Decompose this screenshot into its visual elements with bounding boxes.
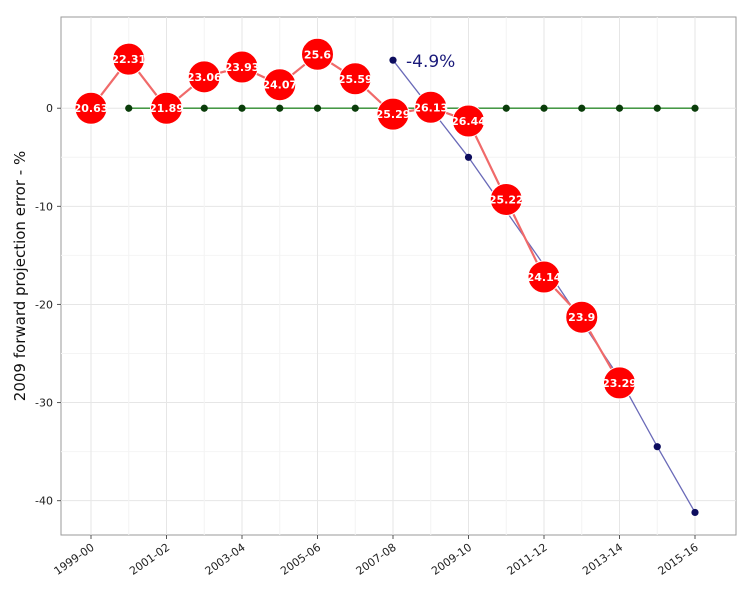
bubble-label: 23.29 bbox=[602, 377, 637, 390]
bubble-label: 25.29 bbox=[376, 108, 411, 121]
actual-bubble bbox=[187, 60, 221, 94]
y-tick-label: -30 bbox=[35, 397, 53, 410]
actual-bubble bbox=[338, 62, 372, 96]
actual-bubble bbox=[263, 68, 297, 102]
x-tick-label: 2001-02 bbox=[127, 541, 172, 578]
projection-point bbox=[653, 443, 661, 451]
baseline-point bbox=[540, 104, 548, 112]
baseline-point bbox=[691, 104, 699, 112]
y-tick-label: 0 bbox=[46, 102, 53, 115]
baseline-point bbox=[578, 104, 586, 112]
baseline-point bbox=[200, 104, 208, 112]
actual-bubble bbox=[112, 42, 146, 76]
bubble-label: 21.89 bbox=[149, 102, 184, 115]
actual-bubble bbox=[74, 91, 108, 125]
bubble-label: 23.93 bbox=[225, 61, 260, 74]
bubble-label: 26.13 bbox=[413, 101, 448, 114]
baseline-point bbox=[615, 104, 624, 112]
x-tick-label: 2011-12 bbox=[505, 541, 550, 578]
projection-point bbox=[389, 56, 397, 64]
bubble-label: 25.22 bbox=[489, 193, 524, 206]
baseline-point bbox=[351, 104, 359, 112]
baseline-point bbox=[238, 104, 246, 112]
x-axis-ticks: 1999-00 2001-02 2003-04 2005-06 2007-08 2009-… bbox=[52, 535, 701, 578]
baseline-point bbox=[313, 104, 322, 112]
projection-point bbox=[691, 508, 699, 517]
actual-bubble bbox=[150, 91, 183, 125]
y-tick-label: -40 bbox=[35, 495, 53, 508]
bubble-label: 23.9 bbox=[568, 311, 595, 324]
x-tick-label: 2015-16 bbox=[656, 541, 701, 578]
bubble-label: 22.31 bbox=[111, 53, 146, 66]
bubble-label: 24.07 bbox=[262, 79, 297, 92]
actual-bubble bbox=[225, 50, 259, 84]
bubble-label: 25.6 bbox=[304, 48, 331, 61]
bubble-label: 24.14 bbox=[527, 271, 562, 284]
baseline-point bbox=[502, 104, 510, 112]
actual-bubble bbox=[414, 90, 448, 124]
bubble-label: 23.06 bbox=[187, 71, 222, 84]
actual-bubble bbox=[452, 104, 485, 138]
x-tick-label: 2007-08 bbox=[354, 541, 399, 578]
actual-bubble bbox=[376, 97, 410, 131]
annotation-layer: -4.9% bbox=[406, 52, 455, 72]
actual-bubble bbox=[603, 366, 636, 400]
x-tick-label: 2005-06 bbox=[278, 541, 323, 578]
actual-bubble bbox=[301, 37, 334, 71]
annotation-label: -4.9% bbox=[406, 52, 455, 72]
x-tick-label: 2003-04 bbox=[203, 541, 248, 578]
y-axis-ticks: 0 -10 -20 -30 -40 bbox=[35, 102, 61, 508]
bubble-label: 25.59 bbox=[338, 73, 373, 86]
baseline-point bbox=[653, 104, 661, 112]
x-tick-label: 2013-14 bbox=[580, 541, 625, 578]
y-tick-label: -10 bbox=[35, 200, 53, 213]
baseline-point bbox=[125, 104, 133, 112]
projection-point bbox=[464, 153, 473, 161]
actual-bubble bbox=[565, 300, 599, 334]
y-axis-title: 2009 forward projection error - % bbox=[11, 151, 29, 401]
bubble-label: 20.63 bbox=[74, 102, 109, 115]
y-tick-label: -20 bbox=[35, 298, 53, 311]
baseline-point bbox=[276, 104, 284, 112]
x-tick-label: 2009-10 bbox=[429, 541, 474, 578]
actual-bubble bbox=[527, 260, 561, 294]
x-tick-label: 1999-00 bbox=[52, 541, 97, 578]
actual-bubble bbox=[489, 182, 523, 216]
bubble-label: 26.44 bbox=[451, 115, 486, 128]
